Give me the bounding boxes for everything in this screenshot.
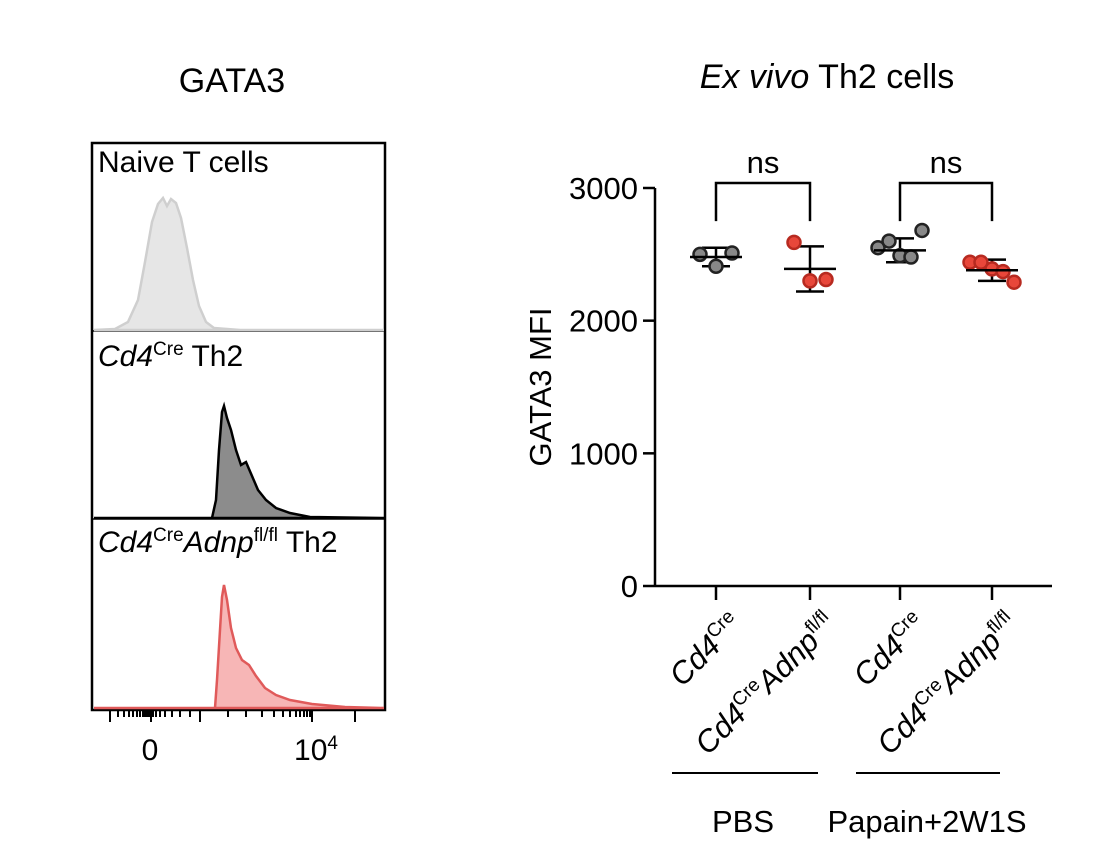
data-point [903, 249, 919, 265]
x-tick-label: Cd4Cre [846, 606, 933, 693]
data-point [881, 233, 897, 249]
group-2 [870, 222, 930, 265]
significance-label: ns [930, 145, 963, 180]
data-point [818, 271, 834, 288]
chart-title: Ex vivo Th2 cells [700, 58, 954, 96]
data-point [973, 254, 989, 271]
histogram-panel-title: GATA3 [179, 62, 285, 100]
data-point [802, 273, 818, 289]
data-point [1006, 274, 1022, 290]
histogram-cd4cre-adnp-th2 [94, 584, 385, 710]
y-axis-label: GATA3 MFI [523, 307, 558, 466]
histogram-x-tick-0: 0 [142, 734, 159, 767]
group-3 [962, 254, 1022, 290]
x-tick-label: Cd4Cre [662, 606, 749, 693]
significance-bracket: ns [898, 145, 994, 222]
data-point [914, 222, 930, 239]
treatment-label: Papain+2W1S [827, 804, 1026, 839]
data-point [708, 258, 724, 275]
group-0 [690, 245, 742, 275]
histogram-x-axis [109, 710, 356, 722]
histogram-naive-t-cells [93, 195, 384, 332]
significance-label: ns [747, 145, 780, 180]
group-1 [784, 234, 836, 293]
histogram-stack: Naive T cells Cd4Cre Th2 Cd4CreAdnpfl/fl… [90, 141, 387, 767]
y-tick-label: 2000 [569, 304, 638, 339]
histogram-frame [90, 141, 387, 712]
y-tick-label: 0 [621, 569, 638, 604]
y-tick-label: 3000 [569, 171, 638, 206]
data-point [692, 246, 708, 263]
histogram-cd4cre-th2 [94, 401, 385, 520]
significance-bracket: ns [714, 145, 812, 222]
bracket-line [714, 181, 812, 222]
histogram-label-naive: Naive T cells [98, 146, 269, 179]
histogram-label-cd4cre-adnp: Cd4CreAdnpfl/fl Th2 [98, 525, 338, 559]
data-point [786, 234, 802, 251]
histogram-label-cd4cre: Cd4Cre Th2 [98, 339, 243, 373]
bracket-line [898, 181, 994, 222]
histogram-x-tick-10-4: 104 [294, 733, 338, 767]
y-tick-label: 1000 [569, 436, 638, 471]
data-point [995, 263, 1011, 280]
treatment-label: PBS [712, 804, 774, 839]
